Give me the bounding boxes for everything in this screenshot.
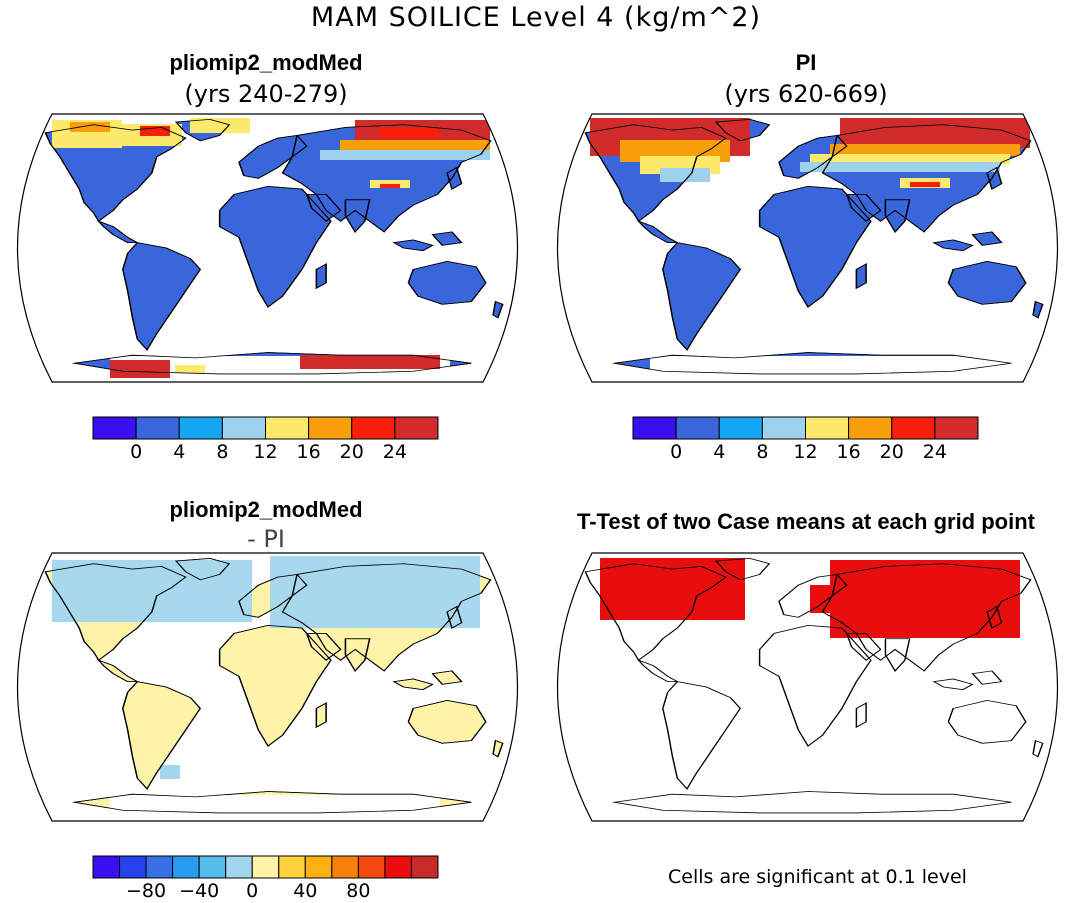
panel-title-bottom-left: pliomip2_modMed xyxy=(169,497,363,522)
colorbar-swatch xyxy=(357,855,386,879)
colorbar-tick-label: 12 xyxy=(253,441,278,463)
colorbar-swatch xyxy=(172,855,200,879)
colorbar-top-right xyxy=(632,416,979,440)
colorbar-swatch xyxy=(145,855,174,879)
panel-title-bottom-right: T-Test of two Case means at each grid po… xyxy=(576,509,1035,534)
colorbar-swatch xyxy=(92,855,121,879)
colorbar-tick-label: −80 xyxy=(126,880,167,902)
colorbar-swatch xyxy=(848,416,893,440)
panel-title-top-right: PI xyxy=(795,50,817,75)
colorbar-tick-label: 0 xyxy=(670,441,683,463)
significance-note: Cells are significant at 0.1 level xyxy=(668,866,967,888)
colorbar-tick-label: 12 xyxy=(793,441,818,463)
colorbar-swatch xyxy=(119,855,147,879)
colorbar-swatch xyxy=(265,416,310,440)
colorbar-swatch xyxy=(225,855,253,879)
colorbar-swatch xyxy=(198,855,227,879)
colorbar-swatch xyxy=(384,855,412,879)
colorbar-tick-label: 4 xyxy=(713,441,726,463)
colorbar-tick-label: 8 xyxy=(756,441,769,463)
colorbar-swatch xyxy=(278,855,306,879)
colorbar-swatch xyxy=(331,855,359,879)
colorbar-swatch xyxy=(632,416,677,440)
colorbar-tick-label: 0 xyxy=(130,441,143,463)
colorbar-swatch xyxy=(805,416,850,440)
colorbar-top-left xyxy=(92,416,439,440)
map-panel-top-right xyxy=(556,113,1059,383)
colorbar-swatch xyxy=(934,416,979,440)
colorbar-swatch xyxy=(718,416,763,440)
significant-region-eurasia xyxy=(830,560,1020,638)
colorbar-tick-label: 16 xyxy=(836,441,861,463)
colorbar-tick-label: 24 xyxy=(922,441,947,463)
colorbar-tick-label: −40 xyxy=(179,880,220,902)
colorbar-swatch xyxy=(92,416,137,440)
map-panel-top-left xyxy=(16,113,519,383)
colorbar-swatch xyxy=(308,416,353,440)
colorbar-tick-label: 16 xyxy=(296,441,321,463)
colorbar-swatch xyxy=(675,416,720,440)
panel-title-top-left: pliomip2_modMed xyxy=(169,50,363,75)
colorbar-swatch xyxy=(891,416,936,440)
map-panel-bottom-left xyxy=(16,552,519,822)
colorbar-tick-label: 20 xyxy=(879,441,904,463)
colorbar-swatch xyxy=(221,416,266,440)
significant-region-north-america xyxy=(600,558,745,620)
colorbar-tick-label: 4 xyxy=(173,441,186,463)
map-panel-bottom-right xyxy=(556,552,1059,822)
colorbar-tick-label: 8 xyxy=(216,441,229,463)
figure-title: MAM SOILICE Level 4 (kg/m^2) xyxy=(310,2,762,33)
colorbar-tick-label: 24 xyxy=(382,441,407,463)
colorbar-swatch xyxy=(394,416,439,440)
colorbar-tick-label: 20 xyxy=(339,441,364,463)
colorbar-swatch xyxy=(304,855,333,879)
colorbar-swatch xyxy=(135,416,180,440)
colorbar-swatch xyxy=(251,855,280,879)
colorbar-swatch xyxy=(351,416,396,440)
colorbar-swatch xyxy=(178,416,223,440)
colorbar-swatch xyxy=(761,416,806,440)
colorbar-tick-label: 0 xyxy=(246,880,259,902)
panel-subtitle-top-right: (yrs 620-669) xyxy=(724,80,888,108)
panel-subtitle-top-left: (yrs 240-279) xyxy=(184,80,348,108)
panel-subtitle-bottom-left: - PI xyxy=(247,525,285,553)
colorbar-difference xyxy=(92,855,439,879)
colorbar-tick-label: 80 xyxy=(346,880,371,902)
colorbar-tick-label: 40 xyxy=(293,880,318,902)
colorbar-swatch xyxy=(410,855,439,879)
